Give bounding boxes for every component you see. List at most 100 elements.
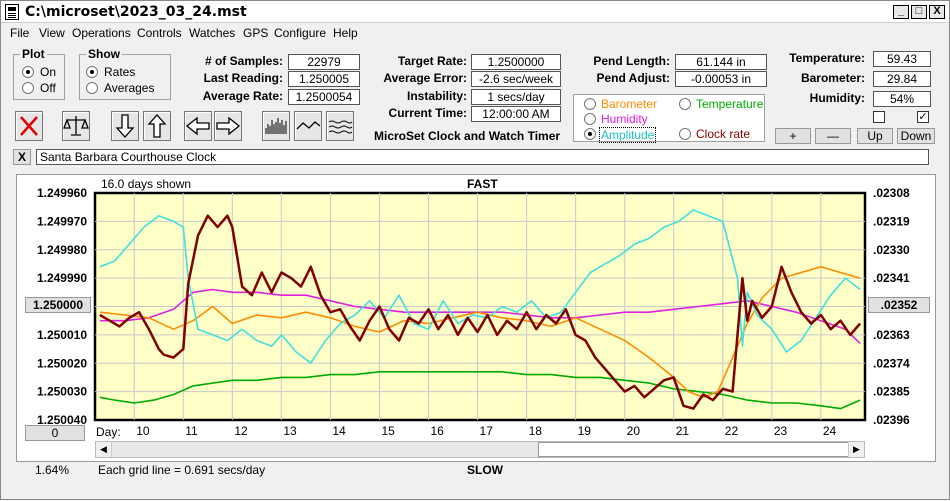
- show-rates-radio[interactable]: [86, 66, 98, 78]
- clock-rate-radio[interactable]: [679, 128, 691, 140]
- samples-label: # of Samples:: [204, 54, 283, 68]
- arrow-left-button[interactable]: [184, 111, 212, 141]
- scroll-up-button[interactable]: Up: [857, 128, 893, 144]
- x-tick-label: 18: [529, 424, 543, 438]
- series-line-rate: [99, 214, 862, 410]
- left-tick-label: 1.250030: [37, 385, 87, 399]
- close-window-button[interactable]: X: [929, 5, 945, 19]
- scroll-down-button[interactable]: Down: [897, 128, 935, 144]
- line-chart-icon: [296, 121, 321, 130]
- samples-field: 22979: [288, 54, 360, 70]
- x-tick-label: 20: [627, 424, 641, 438]
- barometer-radio[interactable]: [584, 98, 596, 110]
- x-tick-label: 13: [283, 424, 297, 438]
- arrow-up-button[interactable]: [143, 111, 171, 141]
- right-tick-label: .02396: [873, 413, 910, 427]
- center-rate-button[interactable]: 1.250000: [25, 297, 91, 313]
- left-tick-label: 1.250040: [37, 413, 87, 427]
- scroll-left-arrow[interactable]: ◀: [96, 442, 112, 457]
- offset-button[interactable]: 0: [25, 425, 85, 441]
- right-tick-label: .02363: [873, 328, 910, 342]
- left-tick-label: 1.249990: [37, 271, 87, 285]
- humidity-option-label: Humidity: [601, 112, 648, 126]
- bars-view-button[interactable]: [262, 111, 290, 141]
- days-shown: 16.0 days shown: [101, 177, 192, 191]
- plot-off-radio[interactable]: [22, 82, 34, 94]
- bar-chart-icon: [265, 118, 287, 134]
- arrow-down-button[interactable]: [111, 111, 139, 141]
- wave-view-button[interactable]: [326, 111, 354, 141]
- menu-watches[interactable]: Watches: [189, 26, 236, 40]
- env-checkbox-left[interactable]: [873, 111, 885, 123]
- balance-button[interactable]: [62, 111, 90, 141]
- x-tick-label: 10: [136, 424, 150, 438]
- humidity-radio[interactable]: [584, 113, 596, 125]
- show-averages-label: Averages: [104, 81, 155, 95]
- average-error-field: -2.6 sec/week: [471, 71, 561, 87]
- target-rate-field[interactable]: 1.2500000: [471, 54, 561, 70]
- scale-minus-button[interactable]: —: [815, 128, 851, 144]
- last-reading-field: 1.250005: [288, 71, 360, 87]
- center-amplitude-button[interactable]: .02352: [868, 297, 930, 313]
- arrow-up-icon: [147, 114, 167, 138]
- clear-button[interactable]: [15, 111, 43, 141]
- env-checkbox-right[interactable]: ✓: [917, 111, 929, 123]
- time-scrollbar[interactable]: ◀ ▶: [95, 441, 865, 458]
- show-group: Show: [79, 47, 171, 100]
- series-line-barometer: [99, 265, 861, 399]
- line-view-button[interactable]: [294, 111, 322, 141]
- menu-view[interactable]: View: [39, 26, 65, 40]
- percent-readout: 1.64%: [35, 463, 70, 477]
- menu-file[interactable]: File: [10, 26, 30, 40]
- average-rate-field: 1.2500054: [288, 89, 360, 105]
- pend-length-label: Pend Length:: [593, 54, 670, 68]
- menu-controls[interactable]: Controls: [137, 26, 182, 40]
- barometer-field: 29.84: [873, 71, 931, 87]
- right-tick-label: .02308: [873, 186, 910, 200]
- temperature-field: 59.43: [873, 51, 931, 67]
- arrow-right-icon: [216, 116, 241, 136]
- clock-name-input[interactable]: Santa Barbara Courthouse Clock: [36, 149, 929, 165]
- amplitude-radio[interactable]: [584, 128, 596, 140]
- series-line-temperature: [99, 370, 861, 410]
- x-tick-label: 16: [431, 424, 445, 438]
- app-caption: MicroSet Clock and Watch Timer: [374, 129, 561, 143]
- left-tick-label: 1.250010: [37, 328, 87, 342]
- balance-scale-icon: [63, 116, 89, 136]
- left-tick-label: 1.250020: [37, 356, 87, 370]
- menu-operations[interactable]: Operations: [72, 26, 131, 40]
- barometer-label: Barometer:: [800, 71, 865, 85]
- clear-name-button[interactable]: X: [13, 149, 31, 165]
- maximize-button[interactable]: □: [911, 5, 927, 19]
- minimize-button[interactable]: _: [893, 5, 909, 19]
- day-axis-label: Day:: [96, 425, 121, 439]
- left-tick-label: 1.249970: [37, 214, 87, 228]
- temperature-radio[interactable]: [679, 98, 691, 110]
- title-bar: C:\microset\2023_03_24.mst _ □ X: [1, 1, 949, 23]
- x-tick-label: 17: [480, 424, 494, 438]
- arrow-right-button[interactable]: [214, 111, 242, 141]
- scroll-right-arrow[interactable]: ▶: [848, 442, 864, 457]
- grid-note: Each grid line = 0.691 secs/day: [98, 463, 266, 477]
- pend-adjust-label: Pend Adjust:: [596, 71, 670, 85]
- x-tick-label: 12: [234, 424, 248, 438]
- scale-plus-button[interactable]: +: [775, 128, 811, 144]
- scroll-thumb[interactable]: [538, 442, 850, 457]
- average-rate-label: Average Rate:: [202, 89, 283, 103]
- pend-adjust-field: -0.00053 in: [675, 71, 767, 87]
- temperature-option-label: Temperature: [696, 97, 764, 111]
- right-tick-label: .02341: [873, 271, 910, 285]
- arrow-left-icon: [185, 116, 210, 136]
- target-rate-label: Target Rate:: [397, 54, 467, 68]
- plot-off-label: Off: [40, 81, 56, 95]
- plot-on-radio[interactable]: [22, 66, 34, 78]
- menu-help[interactable]: Help: [333, 26, 358, 40]
- menu-configure[interactable]: Configure: [274, 26, 327, 40]
- x-tick-label: 15: [381, 424, 395, 438]
- menu-gps[interactable]: GPS: [243, 26, 269, 40]
- x-tick-label: 22: [725, 424, 739, 438]
- show-averages-radio[interactable]: [86, 82, 98, 94]
- pend-length-field[interactable]: 61.144 in: [675, 54, 767, 70]
- instability-field: 1 secs/day: [471, 89, 561, 105]
